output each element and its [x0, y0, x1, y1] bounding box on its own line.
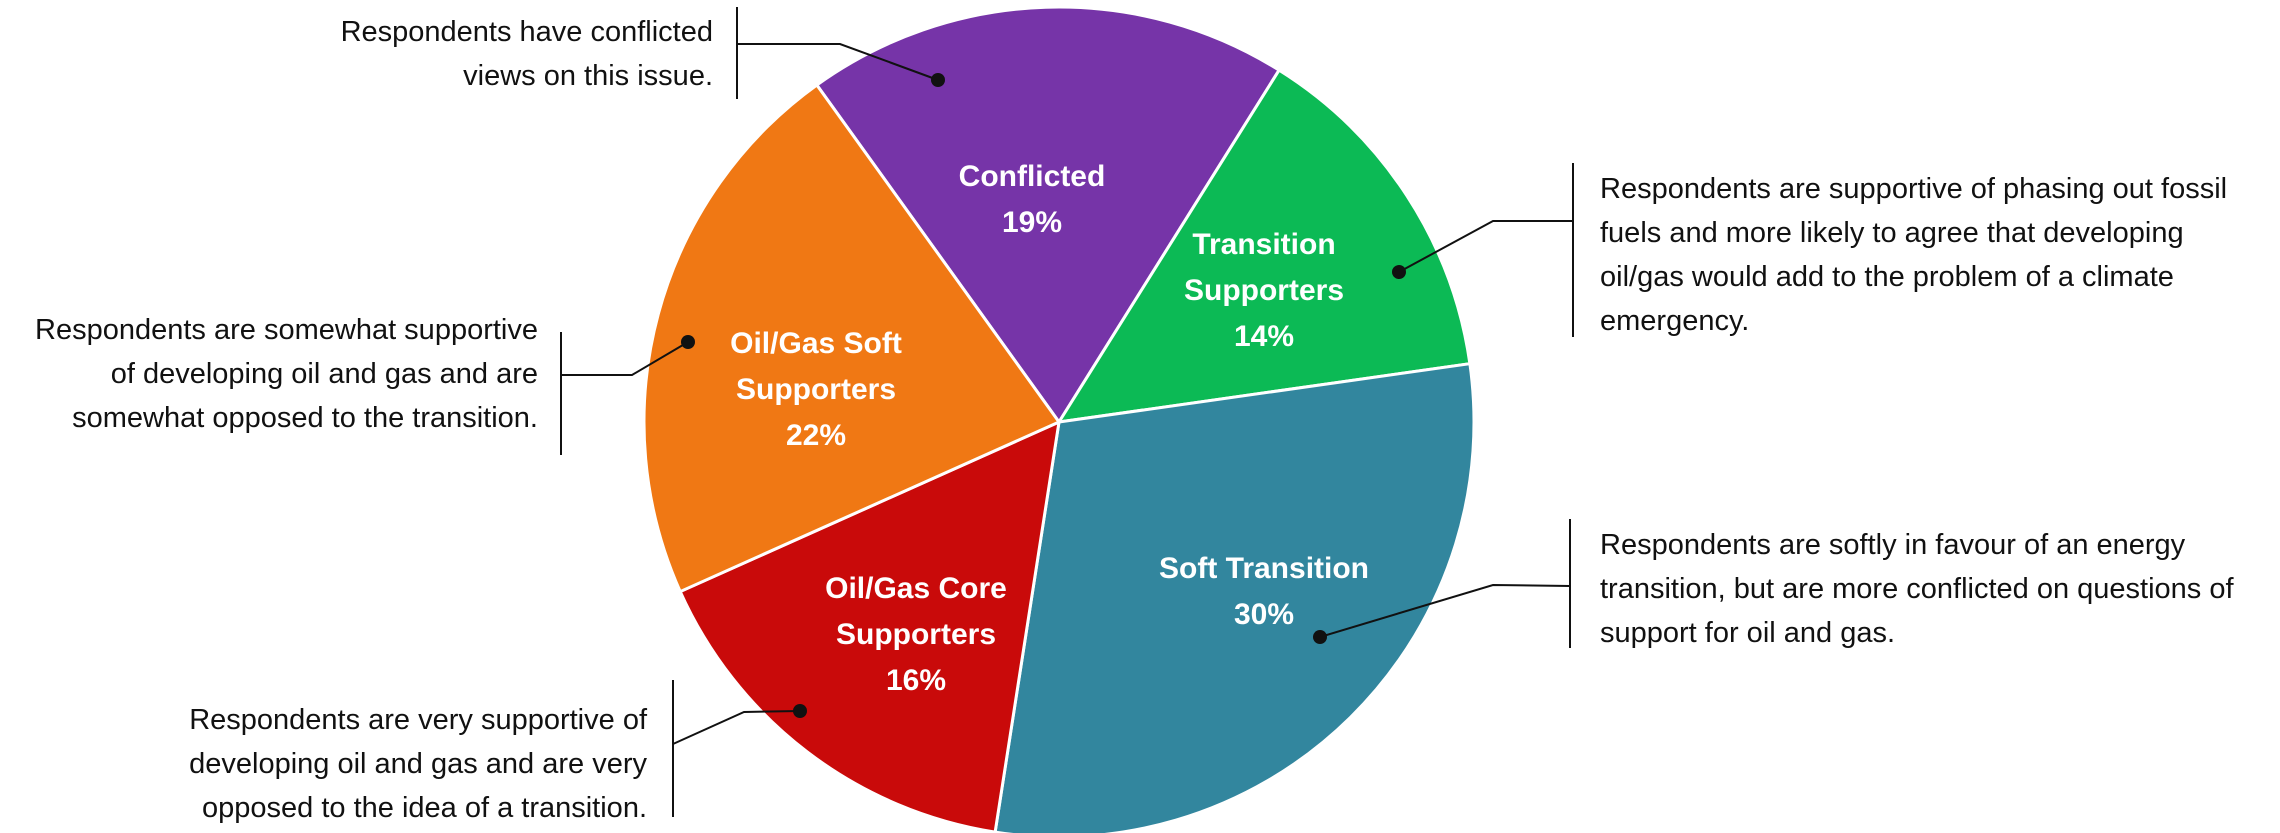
- description: Respondents are softly in favour of an e…: [1600, 529, 2234, 649]
- value-label: 22%: [785, 419, 847, 452]
- leader-line: [1319, 583, 1571, 638]
- leader-line: [737, 43, 939, 81]
- leader-dot: [681, 335, 695, 349]
- category-label: Oil/Gas Core Supporters: [825, 572, 1007, 651]
- category-label: Soft Transition: [1159, 552, 1369, 585]
- leader-line: [561, 341, 689, 376]
- slice-label: Oil/Gas Core Supporters 16%: [806, 566, 1026, 704]
- value-label: 19%: [1001, 206, 1063, 239]
- pie-slice: [678, 419, 1061, 833]
- value-label: 14%: [1233, 320, 1295, 353]
- leader-line: [672, 710, 801, 745]
- leader-line: [1398, 220, 1573, 273]
- leader-dot: [1392, 265, 1406, 279]
- value-label: 16%: [885, 664, 947, 697]
- slice-label: Conflicted 19%: [912, 154, 1152, 246]
- pie-slice: [642, 82, 1062, 594]
- slice-label: Transition Supporters 14%: [1159, 222, 1369, 360]
- value-label: 30%: [1233, 598, 1295, 631]
- category-label: Oil/Gas Soft Supporters: [730, 327, 902, 406]
- leader-dot: [931, 73, 945, 87]
- slice-label: Oil/Gas Soft Supporters 22%: [706, 321, 926, 459]
- description: Respondents are very supportive of devel…: [189, 704, 647, 824]
- category-label: Transition Supporters: [1183, 228, 1345, 307]
- pie-slice: [993, 361, 1476, 833]
- leader-dot: [793, 704, 807, 718]
- pie-slice: [1056, 68, 1472, 424]
- description: Respondents have conflicted views on thi…: [340, 16, 713, 92]
- slice-label: Soft Transition 30%: [1134, 546, 1394, 638]
- description: Respondents are supportive of phasing ou…: [1600, 173, 2228, 337]
- category-label: Conflicted: [958, 160, 1106, 193]
- description: Respondents are somewhat supportive of d…: [35, 314, 538, 434]
- leader-dot: [1313, 630, 1327, 644]
